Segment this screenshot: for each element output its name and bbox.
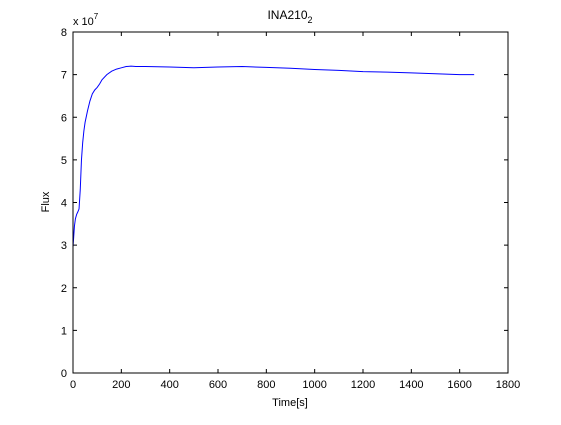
y-tick-label-0: 0 [61,368,67,380]
x-tick-label-7: 1400 [399,379,423,391]
y-tick-label-2: 2 [61,283,67,295]
y-tick-label-5: 5 [61,155,67,167]
plot-frame [72,31,509,374]
x-tick-label-6: 1200 [351,379,375,391]
y-tick-label-4: 4 [61,198,67,210]
plot-area [73,32,508,373]
x-tick-label-5: 1000 [302,379,326,391]
series-line-0 [72,65,475,248]
y-tick-label-7: 7 [61,70,67,82]
exponent-label: x 107 [73,12,99,28]
y-tick-label-6: 6 [61,112,67,124]
y-tick-label-3: 3 [61,240,67,252]
x-tick-label-9: 1800 [496,379,520,391]
x-tick-label-8: 1600 [447,379,471,391]
x-tick-label-4: 800 [257,379,275,391]
x-tick-label-1: 200 [112,379,130,391]
axis-ticks: 0 200 400 600 800 1000 1200 1400 1600 1800 0 1 2 3 4 5 6… [61,27,520,391]
y-axis-label: Flux [40,191,52,212]
y-tick-label-1: 1 [61,325,67,337]
y-tick-label-8: 8 [61,27,67,39]
x-tick-label-3: 600 [209,379,227,391]
x-tick-label-0: 0 [70,379,76,391]
chart-title: INA2102 [267,8,312,25]
x-tick-label-2: 400 [160,379,178,391]
x-axis-label: Time[s] [272,397,308,409]
